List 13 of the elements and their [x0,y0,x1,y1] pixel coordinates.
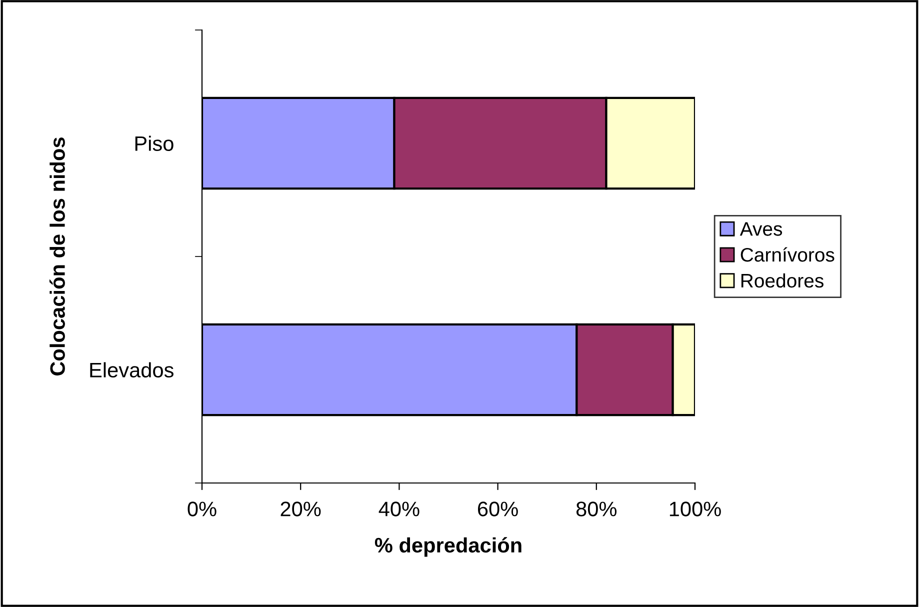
x-tick-label: 80% [576,502,617,516]
x-tick-label: 40% [378,502,420,516]
y-tick-label: Piso [135,136,174,152]
legend-label: Carnívoros [740,247,834,262]
y-axis-title: Colocación de los nidos [49,138,65,376]
legend-label: Roedores [741,273,824,288]
x-axis-title: % depredación [374,537,522,557]
x-tick-label: 20% [280,502,321,516]
y-tick-label: Elevados [90,362,174,378]
x-tick-label: 100% [670,502,721,516]
x-tick-label: 0% [188,502,216,516]
x-tick-label: 60% [478,502,518,516]
legend-label: Aves [740,222,782,236]
